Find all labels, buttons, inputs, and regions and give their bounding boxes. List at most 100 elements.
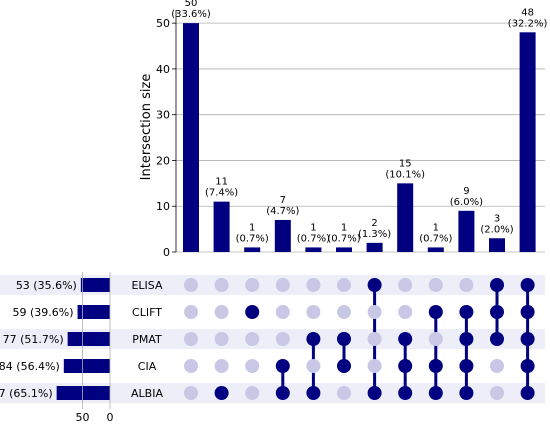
intersection-bar-label: 3 (2.0%) — [480, 213, 513, 235]
matrix-dot-active — [398, 386, 413, 400]
set-size-x-axis: 50 0 — [76, 272, 114, 424]
set-size-bar — [80, 278, 110, 292]
matrix-dot-inactive — [398, 305, 413, 319]
set-name: ELISA — [131, 279, 163, 292]
intersection-bar-label: 7 (4.7%) — [266, 195, 299, 217]
intersection-bar — [397, 183, 414, 252]
intersection-matrix — [184, 278, 535, 400]
matrix-dot-inactive — [245, 386, 260, 400]
matrix-dot-inactive — [337, 305, 351, 319]
matrix-dot-inactive — [184, 305, 198, 319]
matrix-dot-active — [490, 278, 504, 292]
matrix-dot-active — [459, 359, 474, 373]
matrix-dot-active — [245, 305, 260, 319]
set-x-tick-label: 0 — [107, 411, 114, 424]
intersection-bar-label: 1 (0.7%) — [419, 222, 452, 244]
set-size-bars — [56, 278, 110, 400]
intersection-bar — [427, 247, 444, 252]
intersection-bar-label: 2 (1.3%) — [358, 218, 391, 240]
matrix-dot-inactive — [490, 359, 504, 373]
matrix-dot-inactive — [306, 278, 321, 292]
matrix-dot-active — [214, 386, 229, 400]
matrix-dot-inactive — [184, 386, 198, 400]
matrix-dot-active — [520, 278, 535, 292]
matrix-dot-active — [398, 332, 413, 346]
matrix-dot-inactive — [275, 278, 290, 292]
matrix-dot-inactive — [337, 278, 351, 292]
matrix-dot-inactive — [275, 305, 290, 319]
matrix-dot-inactive — [214, 359, 229, 373]
matrix-dot-active — [337, 332, 351, 346]
set-x-tick-label: 50 — [76, 411, 90, 424]
matrix-dot-inactive — [428, 332, 443, 346]
intersection-bar — [458, 210, 475, 252]
set-size-label: 53 (35.6%) — [16, 279, 77, 292]
intersection-bar-label: 50 (33.6%) — [171, 0, 211, 20]
set-size-label: 84 (56.4%) — [0, 360, 60, 373]
matrix-dot-inactive — [337, 386, 351, 400]
intersection-bar — [274, 219, 291, 252]
set-name: ALBIA — [131, 387, 163, 400]
set-size-bar — [77, 305, 110, 319]
matrix-dot-active — [306, 386, 321, 400]
matrix-dot-inactive — [306, 359, 321, 373]
set-size-bar — [56, 386, 110, 400]
set-name: PMAT — [132, 333, 162, 346]
y-tick-label: 30 — [156, 109, 170, 122]
matrix-dot-inactive — [367, 359, 382, 373]
y-tick-label: 0 — [163, 246, 170, 259]
set-size-label: 59 (39.6%) — [13, 306, 74, 319]
intersection-bar-label: 9 (6.0%) — [450, 186, 483, 208]
matrix-dot-inactive — [214, 278, 229, 292]
matrix-dot-active — [459, 305, 474, 319]
set-size-bar — [63, 359, 110, 373]
intersection-bar — [519, 32, 536, 252]
y-tick-label: 20 — [156, 154, 170, 167]
intersection-bar-label: 11 (7.4%) — [205, 177, 238, 199]
matrix-dot-inactive — [184, 278, 198, 292]
intersection-bars — [183, 23, 536, 253]
intersection-bar-label: 1 (0.7%) — [236, 222, 269, 244]
y-gridlines — [176, 22, 545, 253]
matrix-dot-active — [367, 386, 382, 400]
intersection-bar — [336, 247, 352, 252]
set-size-labels: 53 (35.6%) 59 (39.6%) 77 (51.7%) 84 (56.4%)… — [0, 279, 77, 400]
intersection-bar — [366, 242, 383, 252]
y-axis-label: Intersection size — [139, 74, 154, 181]
set-name: CLIFT — [132, 306, 162, 319]
intersection-bar — [489, 238, 505, 252]
matrix-dot-active — [490, 305, 504, 319]
matrix-dot-inactive — [245, 359, 260, 373]
y-tick-label: 10 — [156, 200, 170, 213]
set-name: CIA — [138, 360, 157, 373]
intersection-bar-label: 15 (10.1%) — [385, 158, 425, 180]
matrix-dot-active — [275, 359, 290, 373]
intersection-bar — [305, 247, 322, 252]
matrix-dot-inactive — [490, 386, 504, 400]
matrix-dot-inactive — [306, 305, 321, 319]
matrix-dot-active — [275, 386, 290, 400]
matrix-dot-active — [459, 386, 474, 400]
matrix-dot-active — [520, 359, 535, 373]
set-size-label: 77 (51.7%) — [3, 333, 64, 346]
matrix-dot-inactive — [214, 305, 229, 319]
matrix-dot-inactive — [428, 278, 443, 292]
matrix-dot-active — [306, 332, 321, 346]
matrix-dot-active — [428, 386, 443, 400]
intersection-bar — [213, 201, 230, 252]
matrix-dot-active — [398, 359, 413, 373]
intersection-bar — [183, 23, 199, 253]
intersection-bar-labels: 50 (33.6%)11 (7.4%)1 (0.7%)7 (4.7%)1 (0.7%)1(… — [171, 0, 547, 244]
intersection-bar-label: 1 (0.7%) — [297, 222, 330, 244]
matrix-dot-inactive — [367, 305, 382, 319]
matrix-dot-active — [520, 332, 535, 346]
set-size-label: 97 (65.1%) — [0, 387, 53, 400]
intersection-bar-label: 48 (32.2%) — [508, 7, 548, 29]
matrix-dot-inactive — [275, 332, 290, 346]
intersection-bar-label: 1 (0.7%) — [327, 222, 360, 244]
y-tick-label: 50 — [156, 17, 170, 30]
matrix-dot-active — [459, 332, 474, 346]
matrix-dot-active — [490, 332, 504, 346]
intersection-bar — [244, 247, 261, 252]
